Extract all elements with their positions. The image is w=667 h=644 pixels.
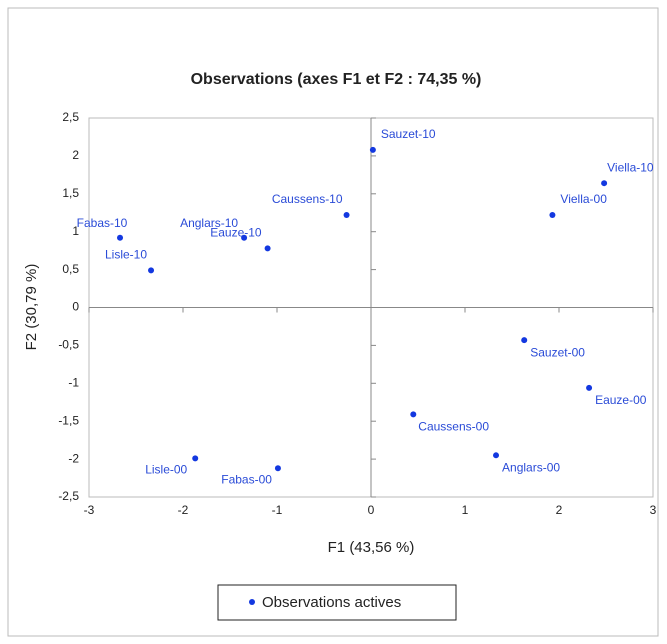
y-tick-label: -1 [68, 375, 79, 389]
point [369, 146, 376, 153]
point-label: Sauzet-00 [530, 345, 585, 359]
x-tick-label: -3 [84, 503, 95, 517]
y-tick-label: -0,5 [58, 338, 79, 352]
x-tick-label: 0 [368, 503, 375, 517]
y-tick-label: -2,5 [58, 489, 79, 503]
y-tick-label: 2 [72, 148, 79, 162]
point-label: Eauze-10 [210, 226, 262, 240]
y-tick-label: 0 [72, 300, 79, 314]
x-tick-label: 3 [650, 503, 657, 517]
point [117, 234, 124, 241]
chart-frame [7, 7, 659, 637]
point-label: Anglars-00 [502, 460, 560, 474]
point [274, 465, 281, 472]
x-axis-label: F1 (43,56 %) [328, 539, 415, 556]
point-label: Caussens-00 [418, 420, 489, 434]
y-tick-label: 2,5 [62, 110, 79, 124]
point-label: Eauze-00 [595, 393, 647, 407]
point [601, 180, 608, 187]
chart-title: Observations (axes F1 et F2 : 74,35 %) [191, 71, 482, 88]
point-label: Fabas-10 [77, 216, 128, 230]
x-tick-label: -2 [178, 503, 189, 517]
x-tick-label: 1 [462, 503, 469, 517]
point-label: Anglars-10 [180, 216, 238, 230]
legend-marker [249, 599, 255, 605]
point [264, 245, 271, 252]
legend [217, 584, 457, 621]
x-tick-label: 2 [556, 503, 563, 517]
point-label: Caussens-10 [272, 192, 343, 206]
legend-label: Observations actives [262, 594, 401, 611]
point-label: Viella-00 [560, 192, 607, 206]
point [148, 267, 155, 274]
point [493, 452, 500, 459]
point [521, 337, 528, 344]
point-label: Viella-10 [607, 160, 654, 174]
point [241, 234, 248, 241]
y-axis-label: F2 (30,79 %) [23, 264, 40, 351]
point-label: Lisle-00 [145, 463, 187, 477]
y-tick-label: 0,5 [62, 262, 79, 276]
x-tick-label: -1 [272, 503, 283, 517]
y-tick-label: 1 [72, 224, 79, 238]
point-label: Sauzet-10 [381, 127, 436, 141]
point [192, 455, 199, 462]
point [549, 212, 556, 219]
point [410, 411, 417, 418]
point-label: Fabas-00 [221, 472, 272, 486]
point [343, 212, 350, 219]
y-tick-label: 1,5 [62, 186, 79, 200]
y-tick-label: -1,5 [58, 413, 79, 427]
point-label: Lisle-10 [105, 248, 147, 262]
y-tick-label: -2 [68, 451, 79, 465]
point [586, 384, 593, 391]
